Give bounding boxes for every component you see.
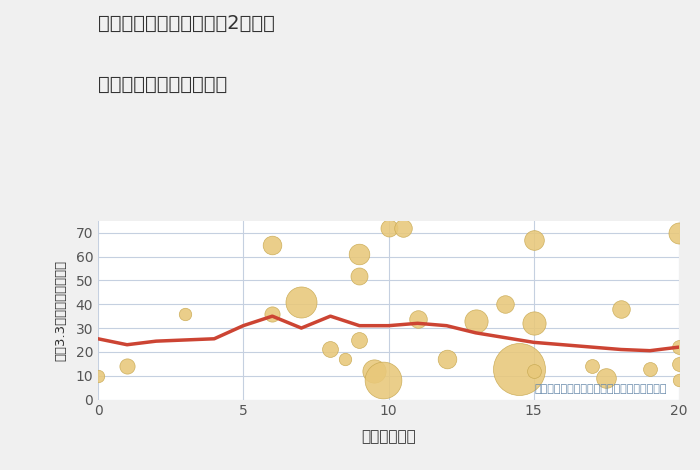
Text: 三重県名張市桔梗が丘西2番町の: 三重県名張市桔梗が丘西2番町の [98,14,275,33]
Point [499,300,510,308]
Point [673,376,685,384]
Point [122,362,133,370]
Point [296,298,307,306]
Point [673,229,685,236]
Y-axis label: 坪（3.3㎡）単価（万円）: 坪（3.3㎡）単価（万円） [54,259,67,361]
Point [377,376,388,384]
Point [267,241,278,249]
Point [645,365,656,372]
Point [92,372,104,379]
Point [368,367,379,375]
Point [514,365,525,372]
Point [340,355,351,363]
Point [441,355,452,363]
Point [528,367,539,375]
Point [470,317,482,325]
Point [601,374,612,382]
Point [180,310,191,318]
Point [412,315,423,322]
Point [673,344,685,351]
Point [587,362,598,370]
Point [325,346,336,353]
Point [673,360,685,368]
Text: 駅距離別中古戸建て価格: 駅距離別中古戸建て価格 [98,75,228,94]
Point [383,224,394,232]
Point [615,305,626,313]
Text: 円の大きさは、取引のあった物件面積を示す: 円の大きさは、取引のあった物件面積を示す [535,384,667,394]
Point [267,310,278,318]
Point [354,251,365,258]
Point [398,224,409,232]
Point [354,272,365,280]
Point [354,336,365,344]
Point [528,236,539,244]
X-axis label: 駅距離（分）: 駅距離（分） [361,430,416,445]
Point [528,320,539,327]
